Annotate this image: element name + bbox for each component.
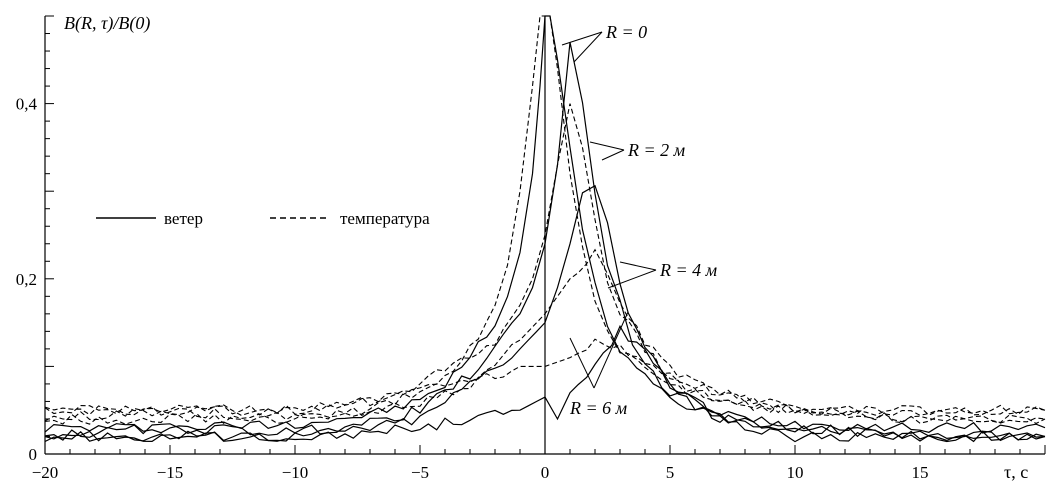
legend-label-temperature: температура [340, 209, 430, 228]
x-tick-label: 15 [912, 463, 929, 482]
x-tick-label: −20 [32, 463, 59, 482]
leader-line [569, 337, 595, 389]
x-axis-title: τ, с [1004, 462, 1028, 482]
x-tick-label: −5 [411, 463, 429, 482]
annotation-r2: R = 2 м [589, 140, 686, 161]
annotation-label: R = 2 м [627, 140, 686, 160]
x-tick-label: 10 [787, 463, 804, 482]
x-tick-label: −15 [157, 463, 184, 482]
series-line-wind [44, 15, 1046, 434]
y-tick-label: 0,4 [16, 95, 38, 114]
series-line-temperature [44, 248, 1046, 425]
series-line-temperature [44, 15, 1046, 422]
series-line-wind [44, 324, 1046, 443]
x-tick-label: −10 [282, 463, 309, 482]
x-tick-label: 0 [541, 463, 550, 482]
x-tick-label: 5 [666, 463, 675, 482]
y-tick-label: 0 [29, 445, 38, 464]
series-line-wind [44, 42, 1046, 442]
annotation-r6: R = 6 м [569, 311, 629, 418]
y-tick-label: 0,2 [16, 270, 37, 289]
series-line-temperature [44, 103, 1046, 424]
leader-line [601, 149, 625, 161]
annotation-label: R = 0 [605, 22, 647, 42]
legend: ветер температура [96, 209, 430, 228]
leader-line [589, 141, 625, 151]
leader-line [593, 311, 629, 389]
leader-line [619, 261, 657, 271]
annotation-r0: R = 0 [561, 22, 647, 63]
annotation-r4: R = 4 м [607, 260, 718, 289]
leader-line [607, 269, 657, 289]
tick-labels-group: −20 −15 −10 −5 0 5 10 15 0 0,2 0,4 [16, 95, 929, 482]
annotation-label: R = 4 м [659, 260, 718, 280]
legend-label-wind: ветер [164, 209, 203, 228]
leader-line [573, 31, 603, 63]
annotation-label: R = 6 м [569, 398, 628, 418]
y-axis-title: B(R, τ)/B(0) [64, 13, 150, 34]
axes-group [44, 15, 1046, 455]
leader-line [561, 31, 603, 46]
